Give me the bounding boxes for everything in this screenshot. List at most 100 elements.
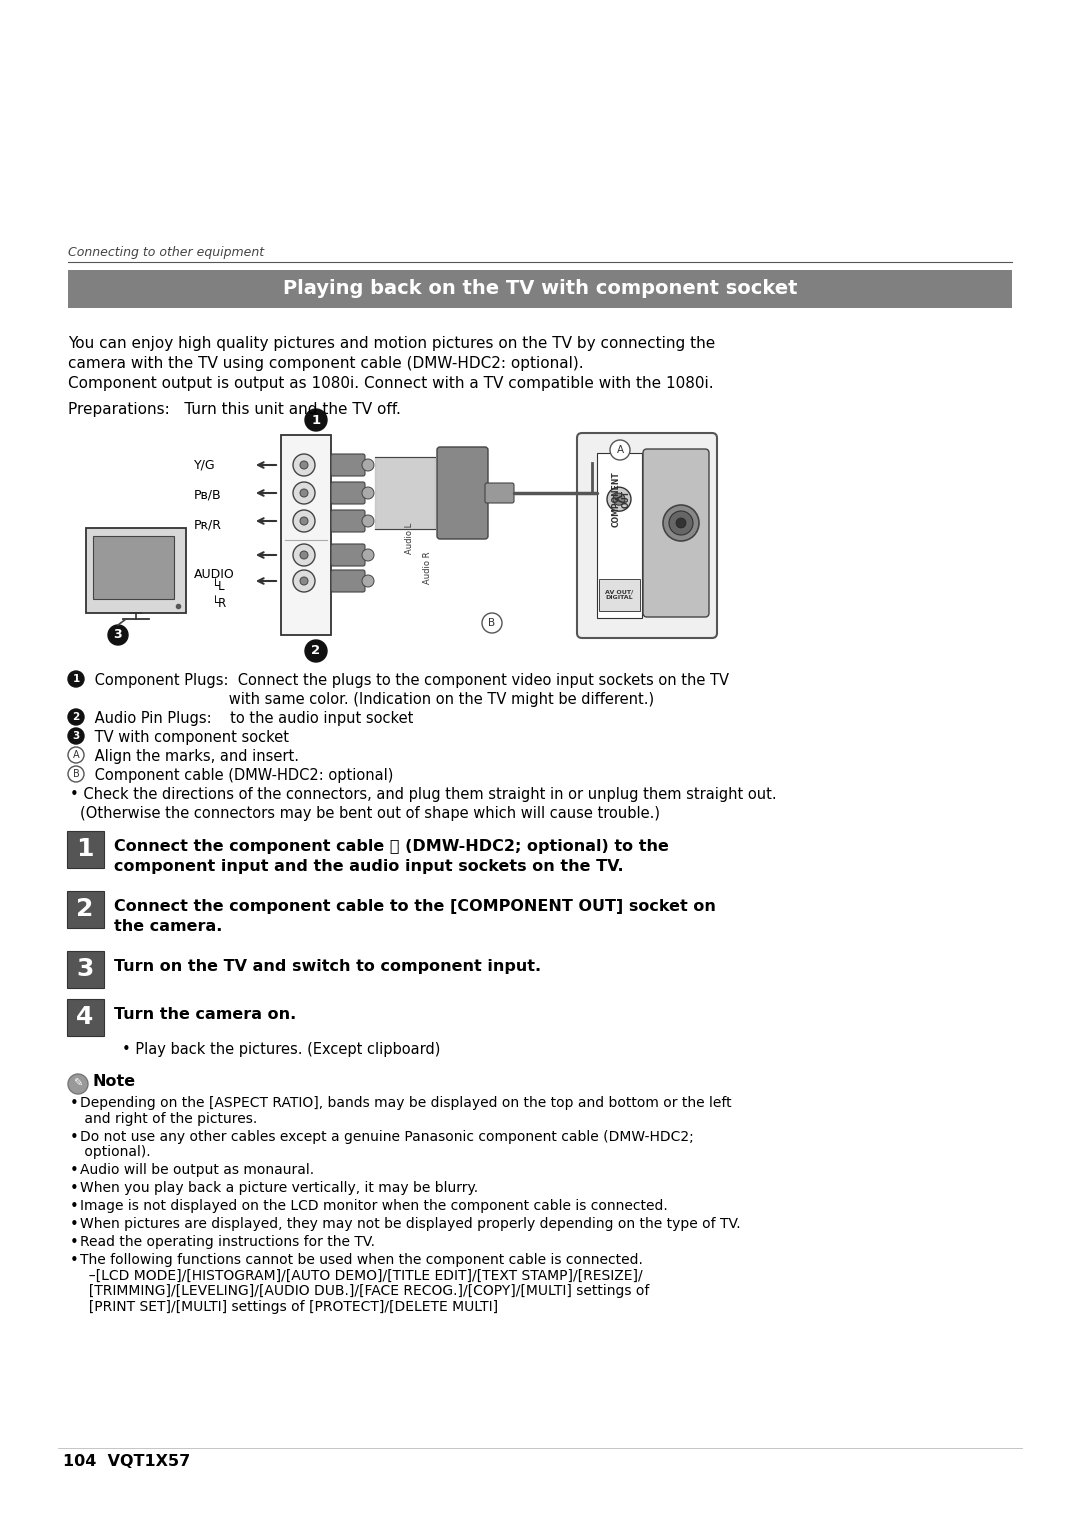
Circle shape bbox=[300, 577, 308, 584]
Text: 3: 3 bbox=[72, 731, 80, 742]
Text: •: • bbox=[70, 1096, 79, 1111]
Text: 2: 2 bbox=[311, 644, 321, 658]
Text: •: • bbox=[70, 1181, 79, 1196]
Text: (Otherwise the connectors may be bent out of shape which will cause trouble.): (Otherwise the connectors may be bent ou… bbox=[80, 806, 660, 821]
Circle shape bbox=[362, 514, 374, 526]
Circle shape bbox=[68, 710, 84, 725]
Text: COMPONENT
OUT: COMPONENT OUT bbox=[611, 472, 631, 526]
Text: •: • bbox=[70, 1253, 79, 1268]
Text: Do not use any other cables except a genuine Panasonic component cable (DMW-HDC2: Do not use any other cables except a gen… bbox=[80, 1129, 693, 1143]
Text: Connecting to other equipment: Connecting to other equipment bbox=[68, 246, 265, 259]
Circle shape bbox=[293, 455, 315, 476]
Text: • Check the directions of the connectors, and plug them straight in or unplug th: • Check the directions of the connectors… bbox=[70, 787, 777, 803]
FancyBboxPatch shape bbox=[485, 484, 514, 504]
FancyBboxPatch shape bbox=[93, 536, 174, 600]
Circle shape bbox=[68, 748, 84, 763]
Text: ✎: ✎ bbox=[73, 1079, 83, 1090]
Text: Pʙ/B: Pʙ/B bbox=[194, 488, 221, 501]
Text: When pictures are displayed, they may not be displayed properly depending on the: When pictures are displayed, they may no… bbox=[80, 1218, 741, 1231]
Text: B: B bbox=[488, 618, 496, 629]
Text: Audio L: Audio L bbox=[405, 522, 415, 554]
FancyBboxPatch shape bbox=[281, 435, 330, 635]
Text: •: • bbox=[70, 1235, 79, 1250]
Text: •: • bbox=[70, 1129, 79, 1144]
Circle shape bbox=[68, 671, 84, 687]
FancyBboxPatch shape bbox=[67, 891, 104, 928]
FancyBboxPatch shape bbox=[330, 510, 365, 533]
Circle shape bbox=[293, 571, 315, 592]
Circle shape bbox=[293, 543, 315, 566]
Text: TV with component socket: TV with component socket bbox=[90, 729, 289, 745]
Circle shape bbox=[108, 626, 129, 645]
Text: Connect the component cable to the [COMPONENT OUT] socket on: Connect the component cable to the [COMP… bbox=[114, 899, 716, 914]
Text: 4: 4 bbox=[77, 1006, 94, 1029]
FancyBboxPatch shape bbox=[67, 998, 104, 1036]
Circle shape bbox=[676, 517, 686, 528]
Circle shape bbox=[613, 493, 625, 505]
Text: Pʀ/R: Pʀ/R bbox=[194, 517, 222, 531]
Circle shape bbox=[482, 613, 502, 633]
Circle shape bbox=[68, 1074, 87, 1094]
Text: Depending on the [ASPECT RATIO], bands may be displayed on the top and bottom or: Depending on the [ASPECT RATIO], bands m… bbox=[80, 1096, 731, 1109]
Text: 104  VQT1X57: 104 VQT1X57 bbox=[63, 1454, 190, 1470]
FancyBboxPatch shape bbox=[68, 270, 1012, 308]
Text: Y/G: Y/G bbox=[194, 458, 216, 472]
Text: Component output is output as 1080i. Connect with a TV compatible with the 1080i: Component output is output as 1080i. Con… bbox=[68, 375, 714, 391]
Circle shape bbox=[663, 505, 699, 542]
Circle shape bbox=[300, 488, 308, 497]
Text: •: • bbox=[70, 1218, 79, 1231]
Text: Image is not displayed on the LCD monitor when the component cable is connected.: Image is not displayed on the LCD monito… bbox=[80, 1199, 667, 1213]
Text: and right of the pictures.: and right of the pictures. bbox=[80, 1111, 257, 1126]
Text: 2: 2 bbox=[72, 713, 80, 722]
Circle shape bbox=[610, 439, 630, 459]
Text: the camera.: the camera. bbox=[114, 919, 222, 934]
Text: 3: 3 bbox=[113, 629, 122, 641]
Circle shape bbox=[300, 551, 308, 559]
Text: Component cable (DMW-HDC2: optional): Component cable (DMW-HDC2: optional) bbox=[90, 768, 393, 783]
Text: Note: Note bbox=[93, 1074, 136, 1090]
Text: Audio Pin Plugs:    to the audio input socket: Audio Pin Plugs: to the audio input sock… bbox=[90, 711, 414, 726]
Text: –[LCD MODE]/[HISTOGRAM]/[AUTO DEMO]/[TITLE EDIT]/[TEXT STAMP]/[RESIZE]/: –[LCD MODE]/[HISTOGRAM]/[AUTO DEMO]/[TIT… bbox=[80, 1268, 643, 1282]
Text: Playing back on the TV with component socket: Playing back on the TV with component so… bbox=[283, 279, 797, 299]
Text: 2: 2 bbox=[77, 897, 94, 922]
Text: When you play back a picture vertically, it may be blurry.: When you play back a picture vertically,… bbox=[80, 1181, 478, 1195]
Text: AUDIO: AUDIO bbox=[194, 568, 234, 581]
FancyBboxPatch shape bbox=[67, 830, 104, 867]
Circle shape bbox=[669, 511, 693, 536]
FancyBboxPatch shape bbox=[86, 528, 186, 613]
Text: Audio R: Audio R bbox=[423, 552, 432, 584]
Text: B: B bbox=[72, 769, 79, 778]
Circle shape bbox=[300, 517, 308, 525]
Text: A: A bbox=[72, 749, 79, 760]
Text: component input and the audio input sockets on the TV.: component input and the audio input sock… bbox=[114, 859, 623, 874]
FancyBboxPatch shape bbox=[577, 433, 717, 638]
Text: camera with the TV using component cable (DMW-HDC2: optional).: camera with the TV using component cable… bbox=[68, 356, 583, 371]
FancyBboxPatch shape bbox=[643, 449, 708, 617]
FancyBboxPatch shape bbox=[330, 543, 365, 566]
Circle shape bbox=[362, 549, 374, 562]
Text: AV OUT/
DIGITAL: AV OUT/ DIGITAL bbox=[605, 589, 633, 600]
Circle shape bbox=[362, 459, 374, 472]
Text: Turn on the TV and switch to component input.: Turn on the TV and switch to component i… bbox=[114, 958, 541, 974]
Text: 3: 3 bbox=[77, 957, 94, 981]
Text: └R: └R bbox=[212, 597, 227, 610]
FancyBboxPatch shape bbox=[330, 571, 365, 592]
Text: •: • bbox=[70, 1163, 79, 1178]
Text: └L: └L bbox=[212, 580, 226, 594]
Circle shape bbox=[68, 766, 84, 781]
Circle shape bbox=[305, 639, 327, 662]
Text: Align the marks, and insert.: Align the marks, and insert. bbox=[90, 749, 299, 765]
FancyBboxPatch shape bbox=[330, 455, 365, 476]
Text: Turn the camera on.: Turn the camera on. bbox=[114, 1007, 296, 1022]
Text: [PRINT SET]/[MULTI] settings of [PROTECT]/[DELETE MULTI]: [PRINT SET]/[MULTI] settings of [PROTECT… bbox=[80, 1300, 498, 1314]
Text: •: • bbox=[70, 1199, 79, 1215]
Text: 1: 1 bbox=[72, 674, 80, 684]
Text: with same color. (Indication on the TV might be different.): with same color. (Indication on the TV m… bbox=[90, 691, 654, 707]
FancyBboxPatch shape bbox=[330, 482, 365, 504]
Text: A: A bbox=[617, 446, 623, 455]
Text: Preparations:   Turn this unit and the TV off.: Preparations: Turn this unit and the TV … bbox=[68, 401, 401, 417]
Text: • Play back the pictures. (Except clipboard): • Play back the pictures. (Except clipbo… bbox=[122, 1042, 441, 1058]
FancyBboxPatch shape bbox=[437, 447, 488, 539]
Text: Connect the component cable Ⓑ (DMW-HDC2; optional) to the: Connect the component cable Ⓑ (DMW-HDC2;… bbox=[114, 839, 669, 855]
Circle shape bbox=[68, 728, 84, 745]
